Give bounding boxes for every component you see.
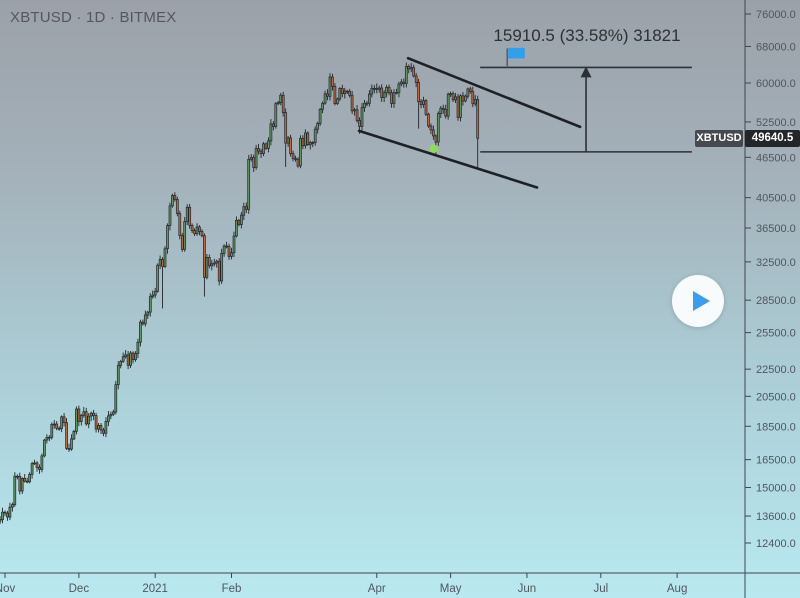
symbol-badge: XBTUSD bbox=[695, 129, 743, 147]
time-axis-label: Jul bbox=[593, 583, 608, 595]
price-axis-label: 36500.0 bbox=[756, 223, 796, 235]
flag-marker-icon[interactable] bbox=[508, 47, 525, 59]
price-axis-label: 52500.0 bbox=[756, 117, 796, 129]
trend-touch-dot[interactable] bbox=[429, 144, 439, 153]
price-axis-label: 18500.0 bbox=[756, 421, 796, 433]
trendline-upper[interactable] bbox=[406, 56, 582, 129]
price-axis-label: 22500.0 bbox=[756, 364, 796, 376]
price-axis-label: 12400.0 bbox=[756, 538, 796, 550]
trendline-lower[interactable] bbox=[357, 129, 539, 189]
price-range-tool[interactable] bbox=[480, 47, 692, 153]
price-axis-label: 13600.0 bbox=[756, 511, 796, 523]
price-axis-label: 25500.0 bbox=[756, 328, 796, 340]
price-axis-label: 20500.0 bbox=[756, 391, 796, 403]
time-axis-label: Nov bbox=[0, 583, 15, 595]
measure-tool-label: 15910.5 (33.58%) 31821 bbox=[493, 26, 681, 45]
time-axis-label: Jun bbox=[518, 583, 537, 595]
measure-arrow-head bbox=[580, 66, 592, 78]
price-axis-label: 40500.0 bbox=[756, 193, 796, 205]
time-axis-label: 2021 bbox=[142, 583, 168, 595]
candlestick-series bbox=[0, 62, 480, 524]
price-axis-label: 60000.0 bbox=[756, 78, 796, 90]
price-axis-label: 32500.0 bbox=[756, 257, 796, 269]
play-icon bbox=[693, 291, 710, 311]
price-axis-label: 15000.0 bbox=[756, 482, 796, 494]
time-axis-label: Apr bbox=[368, 583, 386, 595]
time-axis-label: Dec bbox=[69, 583, 90, 595]
time-axis-label: Aug bbox=[667, 583, 687, 595]
price-axis-label: 28500.0 bbox=[756, 295, 796, 307]
price-axis-label: 16500.0 bbox=[756, 455, 796, 467]
price-axis-label: 76000.0 bbox=[756, 9, 796, 21]
last-price-badge: 49640.5 bbox=[745, 129, 800, 147]
price-axis-label: 46500.0 bbox=[756, 152, 796, 164]
price-axis-label: 68000.0 bbox=[756, 41, 796, 53]
symbol-title: XBTUSD · 1D · BITMEX bbox=[10, 9, 177, 26]
time-axis-label: Feb bbox=[222, 583, 242, 595]
play-button[interactable] bbox=[672, 275, 724, 327]
time-axis-label: May bbox=[440, 583, 462, 595]
